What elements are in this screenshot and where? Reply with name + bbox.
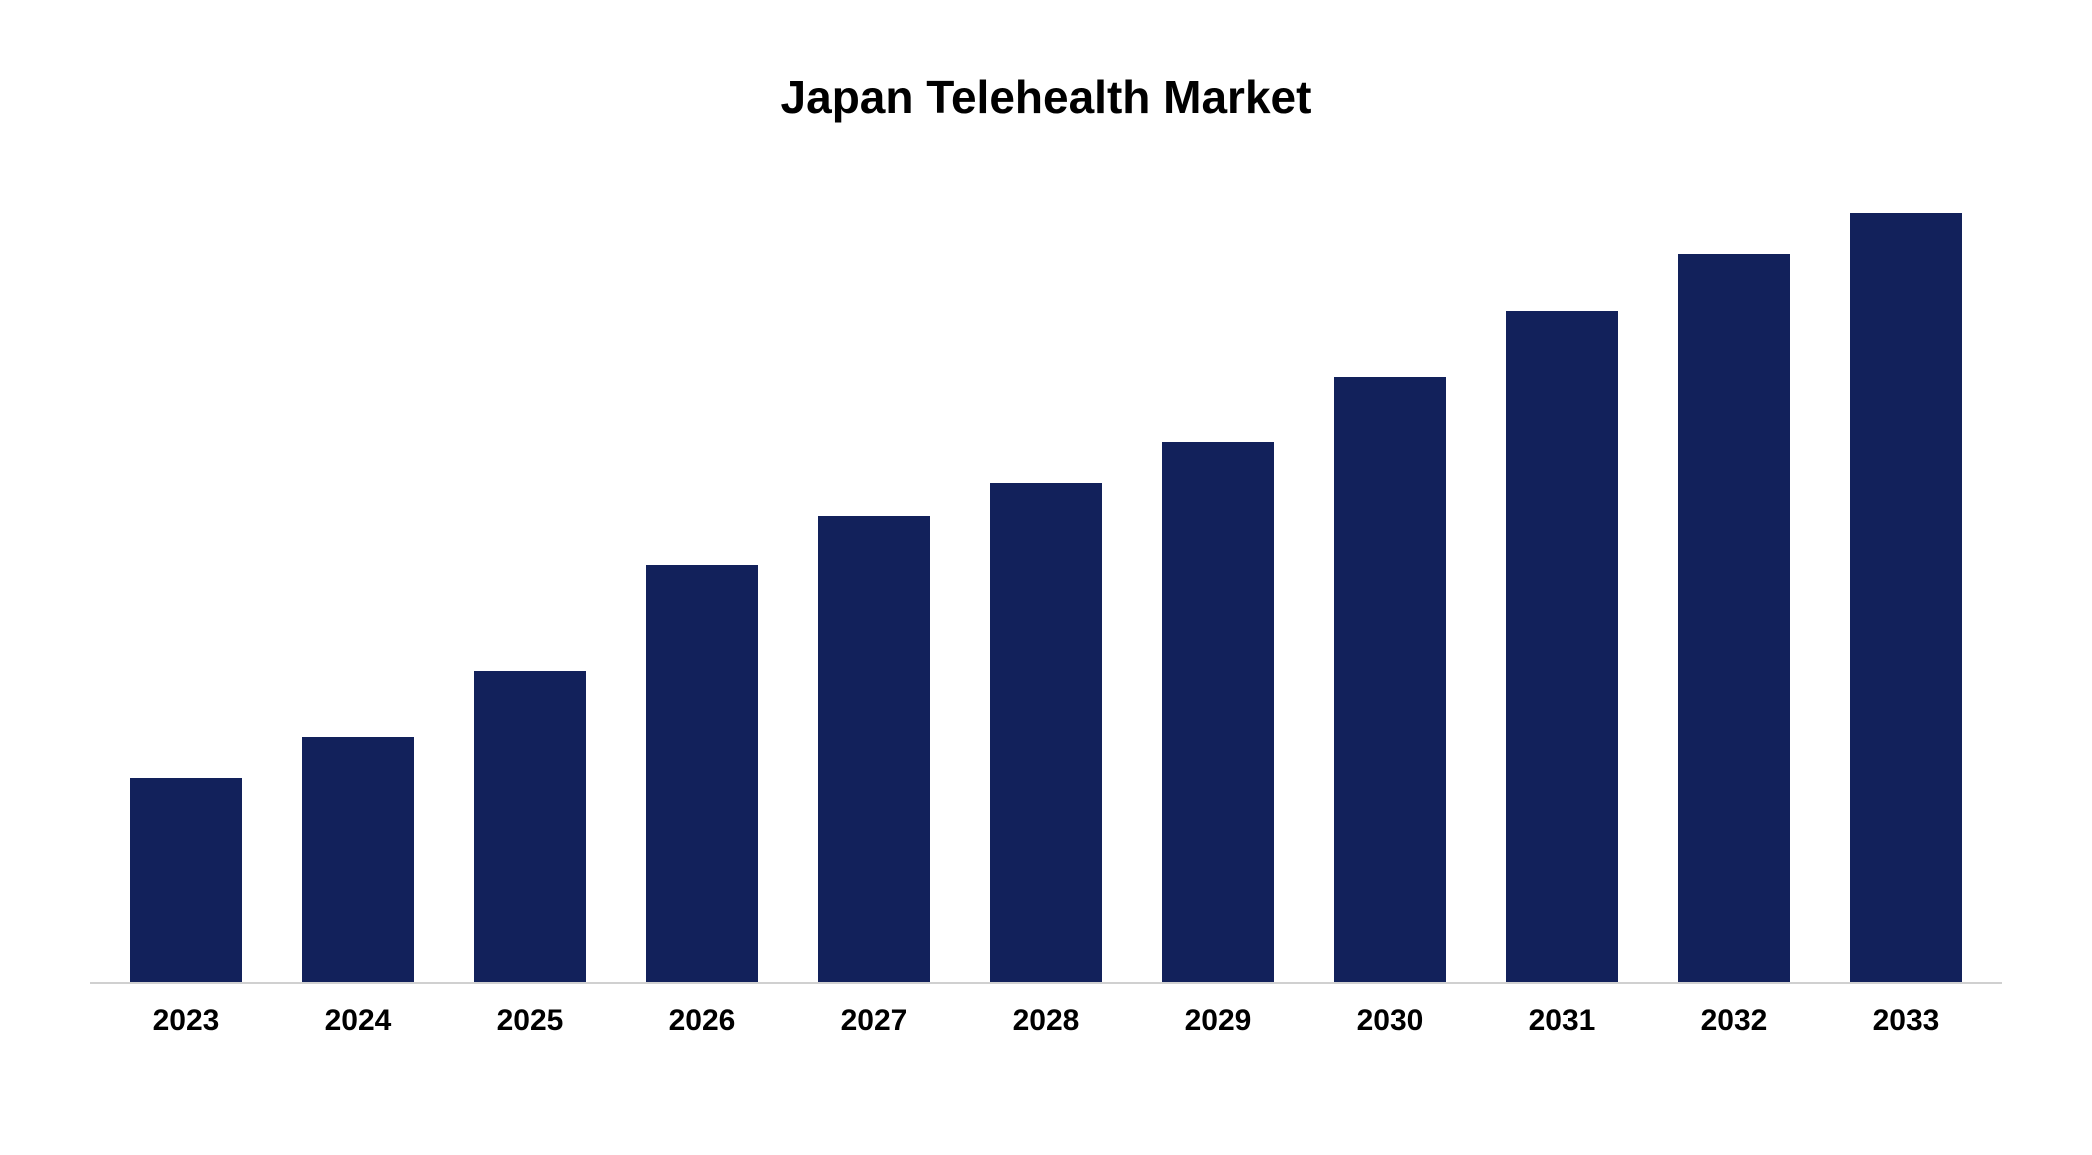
bar — [646, 565, 758, 982]
bar — [474, 671, 586, 982]
bar — [818, 516, 930, 982]
x-axis-label: 2027 — [788, 1004, 960, 1038]
bar-group — [272, 164, 444, 982]
bar — [1506, 311, 1618, 982]
bar-group — [1476, 164, 1648, 982]
bar-group — [960, 164, 1132, 982]
bar — [1678, 254, 1790, 982]
x-axis-label: 2026 — [616, 1004, 788, 1038]
bar — [1162, 442, 1274, 982]
bar-group — [1132, 164, 1304, 982]
bar — [1334, 377, 1446, 982]
bar-chart: Japan Telehealth Market 2023202420252026… — [90, 70, 2002, 1070]
chart-title: Japan Telehealth Market — [90, 70, 2002, 124]
x-axis-label: 2023 — [100, 1004, 272, 1038]
x-axis-label: 2025 — [444, 1004, 616, 1038]
x-axis-label: 2031 — [1476, 1004, 1648, 1038]
bar — [130, 778, 242, 983]
bar — [302, 737, 414, 982]
x-axis-label: 2029 — [1132, 1004, 1304, 1038]
bar-group — [616, 164, 788, 982]
bar-group — [444, 164, 616, 982]
bar-group — [788, 164, 960, 982]
x-axis-label: 2032 — [1648, 1004, 1820, 1038]
x-axis-label: 2028 — [960, 1004, 1132, 1038]
x-axis-label: 2033 — [1820, 1004, 1992, 1038]
x-axis-labels: 2023202420252026202720282029203020312032… — [90, 1004, 2002, 1038]
bar-group — [1820, 164, 1992, 982]
bar — [1850, 213, 1962, 982]
x-axis-label: 2024 — [272, 1004, 444, 1038]
bar-group — [1648, 164, 1820, 982]
plot-area — [90, 164, 2002, 984]
bar-group — [1304, 164, 1476, 982]
bar — [990, 483, 1102, 982]
bars-wrapper — [90, 164, 2002, 982]
x-axis-label: 2030 — [1304, 1004, 1476, 1038]
bar-group — [100, 164, 272, 982]
